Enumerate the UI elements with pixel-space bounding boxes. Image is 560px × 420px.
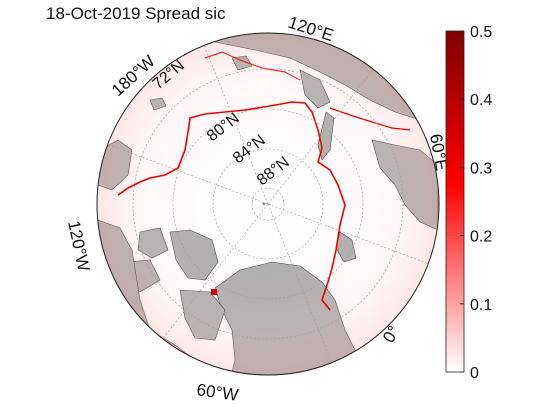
ice-edge-contour (117, 101, 346, 311)
map-title: 18-Oct-2019 Spread sic (46, 4, 226, 23)
colorbar-tick-label: 0.4 (470, 92, 492, 109)
lon-label-60w: 60°W (195, 380, 239, 405)
colorbar-tick-label: 0.1 (470, 297, 492, 314)
colorbar-ticks: 0 0.1 0.2 0.3 0.4 0.5 (460, 24, 492, 382)
hotspot-marker (211, 289, 217, 295)
colorbar-gradient (445, 30, 465, 373)
graticule (97, 34, 439, 374)
colorbar-tick-label: 0 (470, 365, 479, 382)
colorbar-tick-label: 0.3 (470, 160, 492, 177)
colorbar-tick-label: 0.5 (470, 24, 492, 41)
lon-label-120w: 120°W (64, 219, 93, 273)
svg-text:*: * (262, 201, 266, 212)
colorbar: 0 0.1 0.2 0.3 0.4 0.5 (445, 24, 492, 382)
colorbar-tick-label: 0.2 (470, 229, 492, 246)
map-frame (96, 32, 440, 376)
